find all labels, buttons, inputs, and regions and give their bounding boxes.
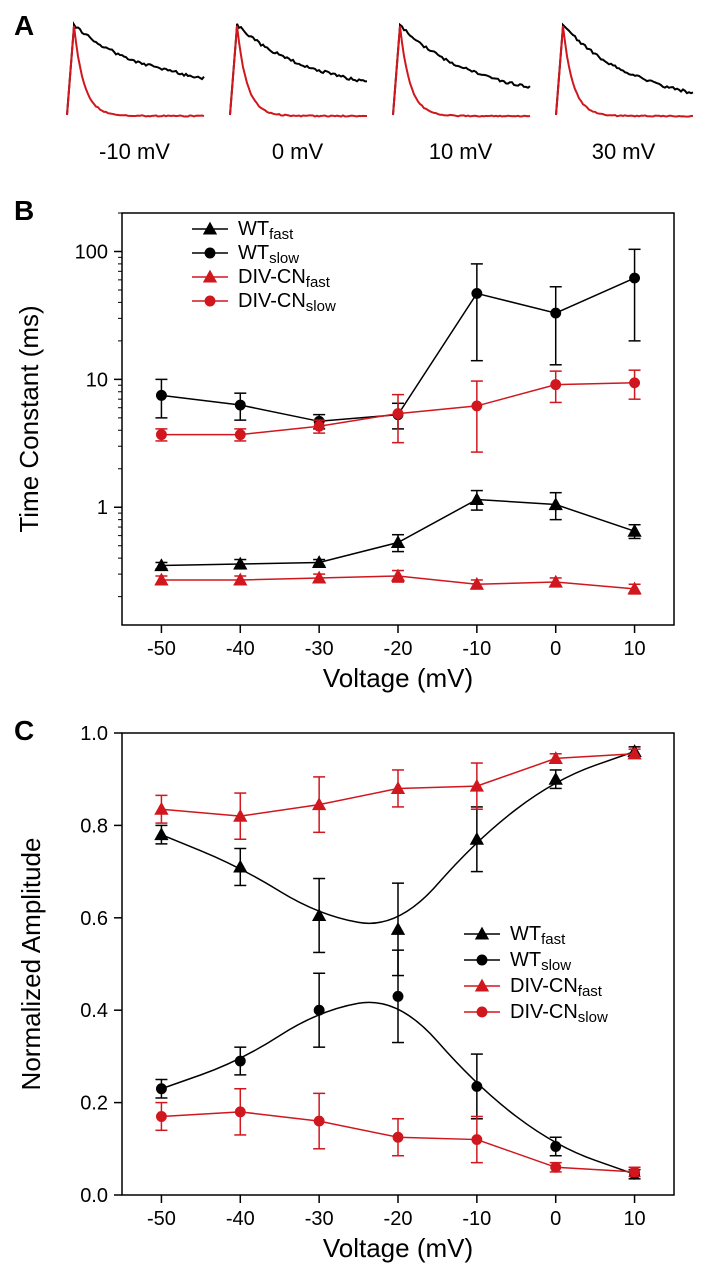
svg-text:WTslow: WTslow bbox=[510, 949, 571, 974]
svg-text:-30: -30 bbox=[305, 1208, 334, 1230]
trace-neg10: -10 mV bbox=[62, 20, 207, 165]
svg-text:WTslow: WTslow bbox=[238, 242, 299, 267]
svg-text:100: 100 bbox=[75, 241, 108, 263]
svg-text:-20: -20 bbox=[384, 1208, 413, 1230]
trace-svg-30 bbox=[551, 20, 696, 135]
trace-label-10: 10 mV bbox=[388, 139, 533, 165]
svg-text:DIV-CNfast: DIV-CNfast bbox=[510, 975, 603, 1000]
svg-text:-50: -50 bbox=[147, 1208, 176, 1230]
svg-text:-50: -50 bbox=[147, 638, 176, 660]
svg-text:DIV-CNslow: DIV-CNslow bbox=[510, 1001, 608, 1026]
panel-b-chart: -50 -40 -30 -20 -10 0 10 1 10 100 Voltage (mV) Time… bbox=[10, 195, 704, 705]
svg-text:-40: -40 bbox=[226, 1208, 255, 1230]
svg-text:-40: -40 bbox=[226, 638, 255, 660]
trace-30: 30 mV bbox=[551, 20, 696, 165]
svg-text:Normalized Amplitude: Normalized Amplitude bbox=[16, 838, 46, 1091]
trace-label-0: 0 mV bbox=[225, 139, 370, 165]
trace-label-30: 30 mV bbox=[551, 139, 696, 165]
panel-a-traces: -10 mV 0 mV 10 mV 30 mV bbox=[62, 20, 696, 165]
svg-text:0: 0 bbox=[550, 638, 561, 660]
figure-root: { "panel_labels": { "A": "A", "B": "B", … bbox=[10, 10, 704, 1275]
panel-c-chart: -50 -40 -30 -20 -10 0 10 0.0 0.2 0.4 0.6 0.8 1.0 Volt… bbox=[10, 715, 704, 1275]
svg-text:0: 0 bbox=[550, 1208, 561, 1230]
svg-text:Voltage (mV): Voltage (mV) bbox=[323, 1233, 473, 1263]
svg-text:Voltage (mV): Voltage (mV) bbox=[323, 663, 473, 693]
panel-a-label: A bbox=[14, 10, 34, 42]
svg-text:10: 10 bbox=[623, 638, 645, 660]
svg-text:DIV-CNfast: DIV-CNfast bbox=[238, 266, 331, 291]
svg-text:WTfast: WTfast bbox=[238, 218, 294, 243]
svg-text:1.0: 1.0 bbox=[80, 723, 108, 745]
panel-a: A -10 mV 0 mV 10 mV 30 mV bbox=[10, 10, 704, 185]
panel-b: B -50 -40 -30 -20 -10 0 10 1 10 100 Voltage (mV) Ti… bbox=[10, 195, 704, 705]
svg-text:-30: -30 bbox=[305, 638, 334, 660]
svg-text:WTfast: WTfast bbox=[510, 923, 566, 948]
svg-text:-10: -10 bbox=[462, 1208, 491, 1230]
svg-text:10: 10 bbox=[623, 1208, 645, 1230]
svg-text:-20: -20 bbox=[384, 638, 413, 660]
trace-svg-10 bbox=[388, 20, 533, 135]
panel-c-label: C bbox=[14, 715, 34, 747]
svg-text:1: 1 bbox=[97, 497, 108, 519]
svg-text:0.6: 0.6 bbox=[80, 908, 108, 930]
svg-text:Time Constant (ms): Time Constant (ms) bbox=[14, 305, 44, 532]
svg-text:10: 10 bbox=[86, 369, 108, 391]
svg-text:0.4: 0.4 bbox=[80, 1000, 108, 1022]
svg-text:0.2: 0.2 bbox=[80, 1093, 108, 1115]
panel-b-label: B bbox=[14, 195, 34, 227]
trace-10: 10 mV bbox=[388, 20, 533, 165]
trace-svg-0 bbox=[225, 20, 370, 135]
panel-c: C -50 -40 -30 -20 -10 0 10 0.0 0.2 0.4 0.6 0.8 1.0 Vo… bbox=[10, 715, 704, 1275]
svg-text:0.8: 0.8 bbox=[80, 815, 108, 837]
svg-text:-10: -10 bbox=[462, 638, 491, 660]
svg-text:DIV-CNslow: DIV-CNslow bbox=[238, 290, 336, 315]
svg-text:0.0: 0.0 bbox=[80, 1185, 108, 1207]
trace-label-neg10: -10 mV bbox=[62, 139, 207, 165]
trace-svg-neg10 bbox=[62, 20, 207, 135]
trace-0: 0 mV bbox=[225, 20, 370, 165]
